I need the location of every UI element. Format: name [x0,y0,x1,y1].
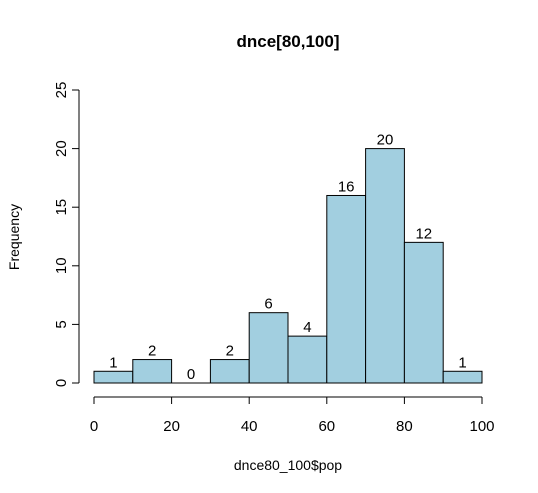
bar-count-label: 0 [187,366,195,383]
bar-count-label: 12 [415,225,432,242]
x-tick-label: 60 [318,418,335,435]
y-axis: 0 5 10 15 20 25 [53,82,80,387]
bar-count-label: 6 [264,296,272,313]
histogram-bar [132,359,173,384]
y-tick-label: 15 [53,199,70,216]
histogram-bar [442,370,483,384]
x-tick-label: 20 [163,418,180,435]
bar-count-label: 1 [458,354,466,371]
histogram-bar [287,335,328,384]
bar-count-label: 2 [226,343,234,360]
y-axis-label: Frequency [6,204,22,270]
x-tick-label: 80 [396,418,413,435]
y-tick-label: 5 [53,320,70,328]
x-tick-label: 40 [241,418,258,435]
bar-count-label: 4 [303,319,311,336]
x-axis: 0 20 40 60 80 100 [90,396,495,435]
chart-title: dnce[80,100] [237,32,340,51]
y-tick-label: 20 [53,140,70,157]
y-tick-label: 25 [53,82,70,99]
bar-count-label: 2 [148,343,156,360]
x-tick-label: 0 [90,418,98,435]
bar-count-label: 16 [338,178,355,195]
histogram-bar [326,194,367,384]
x-axis-label: dnce80_100$pop [234,457,342,473]
x-tick-label: 100 [469,418,494,435]
bar-count-label: 1 [109,354,117,371]
histogram-bar [248,312,289,384]
y-tick-label: 10 [53,257,70,274]
histogram-bar [365,148,405,384]
bar-count-label: 20 [377,132,394,149]
bars-group [93,148,483,384]
histogram-bar [209,359,250,384]
histogram-bar [93,370,134,384]
histogram-bar [403,241,444,384]
y-tick-label: 0 [53,379,70,387]
